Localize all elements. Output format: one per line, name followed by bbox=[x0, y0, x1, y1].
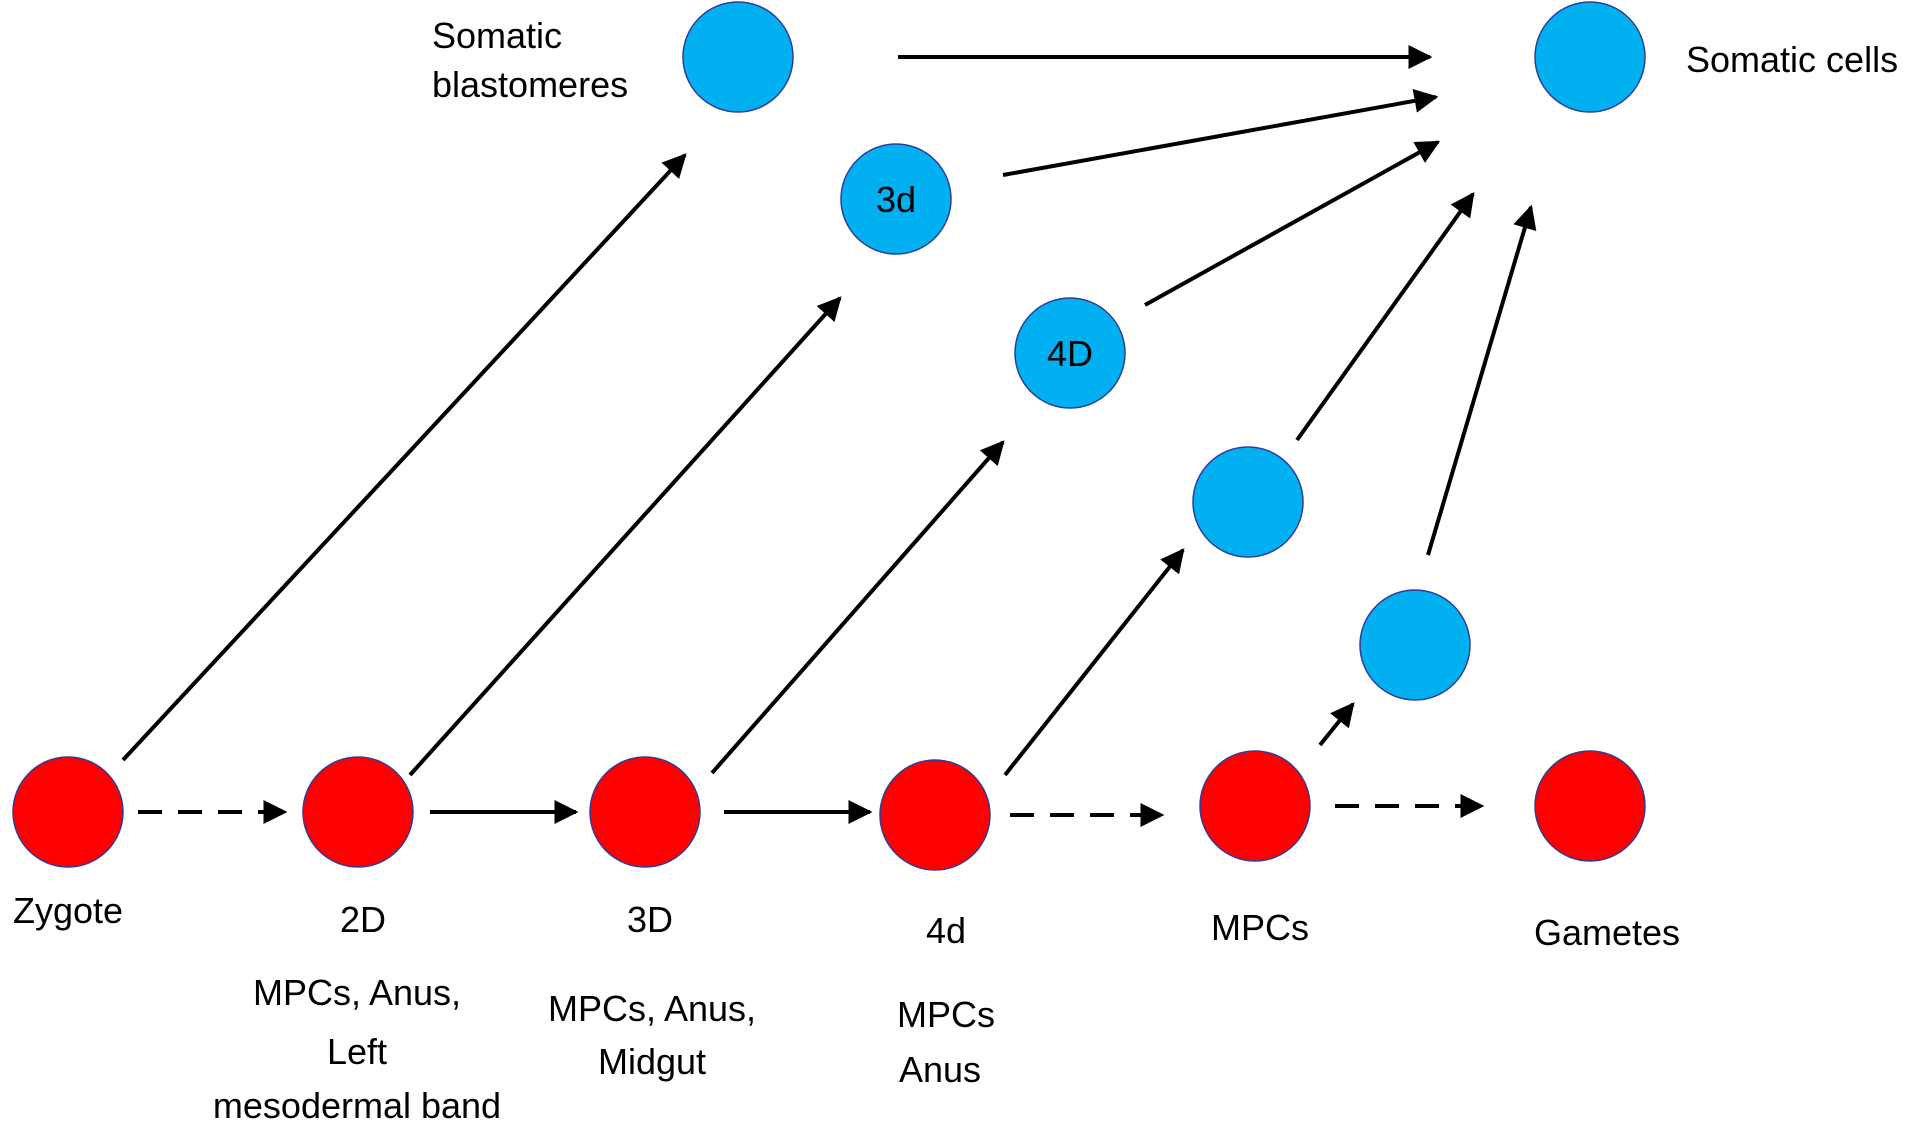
nodes: 3d 4D bbox=[12, 1, 1646, 871]
label-2D-fate-line-1: MPCs, Anus, bbox=[253, 972, 461, 1013]
edge-MPCs-to-somatic-b bbox=[1318, 702, 1355, 747]
edge-somatic-a-to-somatic-cells bbox=[1295, 192, 1475, 442]
node-4D-inner-label: 4D bbox=[1047, 333, 1093, 374]
label-zygote: Zygote bbox=[13, 890, 123, 931]
label-gametes: Gametes bbox=[1534, 912, 1680, 953]
node-4D bbox=[1014, 297, 1126, 409]
edges bbox=[121, 45, 1537, 827]
label-3D: 3D bbox=[627, 899, 673, 940]
node-3d bbox=[840, 143, 952, 255]
node-somatic-a bbox=[1192, 446, 1304, 558]
label-2D-fate-line-3: mesodermal band bbox=[213, 1085, 501, 1126]
node-somatic-blastomeres bbox=[682, 1, 794, 113]
edge-3D-to-4D bbox=[710, 440, 1005, 775]
edge-4D-to-somatic-cells bbox=[1144, 140, 1441, 307]
edge-2D-to-3d bbox=[408, 296, 842, 777]
label-MPCs: MPCs bbox=[1211, 907, 1309, 948]
node-MPCs bbox=[1199, 750, 1311, 862]
label-4d-fate-line-1: MPCs bbox=[897, 994, 995, 1035]
node-somatic-b bbox=[1359, 589, 1471, 701]
edge-3d-to-somatic-cells bbox=[1002, 89, 1439, 177]
labels: Somatic blastomeres Somatic cells Zygote… bbox=[13, 15, 1898, 1126]
label-4d: 4d bbox=[926, 910, 966, 951]
label-somatic-blastomeres-line-1: Somatic bbox=[432, 15, 562, 56]
label-3D-fate-line-1: MPCs, Anus, bbox=[548, 988, 756, 1029]
label-3D-fate-line-2: Midgut bbox=[598, 1041, 706, 1082]
edge-4d-to-somatic-a bbox=[1003, 548, 1185, 777]
node-zygote bbox=[12, 756, 124, 868]
label-2D-fate-line-2: Left bbox=[327, 1031, 387, 1072]
node-2D bbox=[302, 756, 414, 868]
label-somatic-blastomeres-line-2: blastomeres bbox=[432, 64, 628, 105]
edge-zygote-to-somatic-blastomeres bbox=[121, 153, 687, 762]
label-somatic-cells: Somatic cells bbox=[1686, 39, 1898, 80]
node-4d bbox=[879, 759, 991, 871]
node-3d-inner-label: 3d bbox=[876, 179, 916, 220]
node-gametes bbox=[1534, 750, 1646, 862]
label-4d-fate-line-2: Anus bbox=[899, 1049, 981, 1090]
node-3D bbox=[589, 756, 701, 868]
label-2D: 2D bbox=[340, 899, 386, 940]
node-somatic-cells bbox=[1534, 1, 1646, 113]
edge-somatic-b-to-somatic-cells bbox=[1426, 204, 1537, 556]
